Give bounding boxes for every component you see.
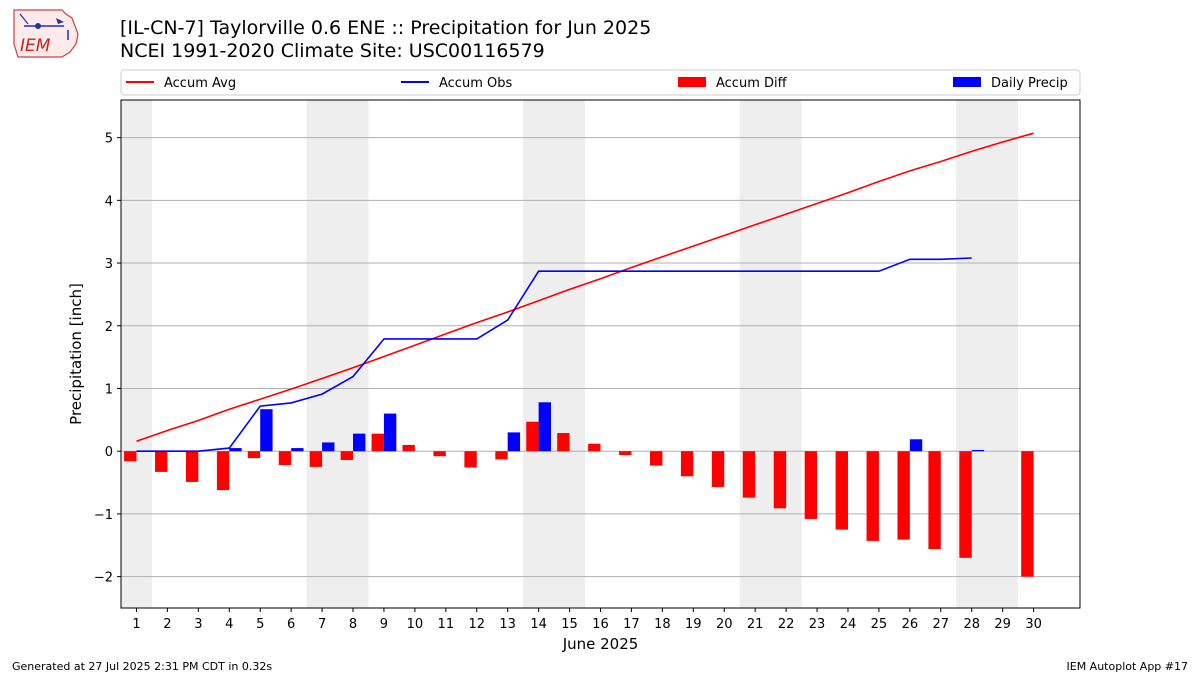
logo-text: IEM [20, 36, 51, 56]
accum-diff-bar [835, 451, 848, 530]
x-tick-label: 13 [499, 617, 516, 632]
generated-timestamp: Generated at 27 Jul 2025 2:31 PM CDT in … [12, 660, 273, 673]
y-tick-label: 4 [105, 194, 113, 209]
x-tick-label: 23 [809, 617, 826, 632]
accum-diff-bar [185, 451, 199, 482]
x-tick-label: 30 [1025, 617, 1042, 632]
x-tick-label: 12 [468, 617, 485, 632]
x-tick-label: 18 [654, 617, 671, 632]
daily-precip-bar [353, 433, 366, 452]
weekend-shade [523, 100, 586, 608]
daily-precip-bar [971, 449, 985, 452]
accum-avg-line [136, 132, 1034, 442]
accum-diff-bar [155, 451, 168, 472]
daily-precip-bar [507, 432, 521, 452]
daily-precip-bar [383, 413, 397, 452]
x-tick-label: 7 [318, 617, 326, 632]
x-tick-label: 15 [561, 617, 578, 632]
accum-diff-bar [247, 451, 261, 459]
accum-diff-bar [526, 421, 539, 452]
y-tick-label: 1 [105, 382, 113, 397]
accum-diff-bar [866, 451, 879, 541]
legend-label: Accum Diff [716, 76, 788, 91]
y-tick-label: 2 [105, 320, 113, 335]
x-tick-label: 8 [349, 617, 357, 632]
accum-diff-bar [742, 451, 756, 498]
y-tick-label: 3 [105, 257, 113, 272]
daily-precip-bar [322, 442, 335, 452]
accum-diff-bar [1021, 451, 1034, 577]
x-tick-label: 29 [994, 617, 1011, 632]
legend-label: Accum Obs [439, 76, 512, 91]
x-tick-label: 4 [225, 617, 233, 632]
accum-diff-bar [619, 451, 632, 455]
x-tick-label: 21 [747, 617, 764, 632]
accum-obs-line [136, 257, 972, 452]
x-tick-label: 22 [778, 617, 795, 632]
legend-box [120, 69, 1081, 96]
accum-diff-bar [340, 451, 354, 460]
chart-subtitle: NCEI 1991-2020 Climate Site: USC00116579 [120, 40, 545, 62]
x-tick-label: 25 [871, 617, 888, 632]
accum-diff-bar [495, 451, 508, 460]
chart-title: [IL-CN-7] Taylorville 0.6 ENE :: Precipi… [120, 17, 652, 39]
accum-diff-bar [649, 451, 663, 466]
weekend-shade [306, 100, 369, 608]
x-tick-label: 3 [194, 617, 202, 632]
accum-diff-bar [124, 451, 137, 462]
legend-label: Accum Avg [164, 76, 236, 91]
x-axis-label: June 2025 [562, 635, 639, 653]
x-tick-label: 6 [287, 617, 295, 632]
accum-diff-bar [711, 451, 725, 487]
y-axis-label: Precipitation [inch] [67, 283, 85, 425]
accum-diff-bar [371, 433, 384, 452]
weekend-shade [121, 100, 152, 608]
accum-diff-bar [928, 451, 941, 550]
accum-diff-bar [557, 433, 570, 452]
accum-diff-bar [309, 451, 323, 467]
daily-precip-bar [260, 409, 273, 452]
x-tick-label: 11 [438, 617, 455, 632]
x-tick-label: 27 [933, 617, 950, 632]
y-tick-label: 5 [105, 132, 113, 147]
x-tick-label: 16 [592, 617, 609, 632]
weekend-shade [739, 100, 802, 608]
app-credit: IEM Autoplot App #17 [1066, 660, 1189, 673]
accum-diff-bar [464, 451, 477, 468]
accum-diff-bar [959, 451, 972, 558]
x-tick-label: 1 [132, 617, 140, 632]
legend-swatch [678, 77, 706, 87]
accum-diff-bar [216, 451, 230, 491]
daily-precip-bar [909, 439, 923, 452]
x-tick-label: 28 [963, 617, 980, 632]
daily-precip-bar [229, 448, 242, 452]
accum-diff-bar [804, 451, 818, 519]
x-tick-label: 19 [685, 617, 702, 632]
daily-precip-bar [538, 402, 552, 452]
legend-swatch [953, 77, 981, 87]
x-tick-label: 20 [716, 617, 733, 632]
accum-diff-bar [402, 444, 415, 452]
accum-diff-bar [588, 443, 601, 452]
iem-logo: IEM [6, 4, 86, 64]
x-tick-label: 17 [623, 617, 640, 632]
x-tick-label: 9 [380, 617, 388, 632]
y-tick-label: −1 [94, 508, 113, 523]
y-tick-label: 0 [105, 445, 113, 460]
accum-diff-bar [433, 451, 446, 457]
x-tick-label: 24 [840, 617, 857, 632]
x-tick-label: 26 [902, 617, 919, 632]
daily-precip-bar [291, 448, 304, 452]
accum-diff-bar [278, 451, 292, 466]
accum-diff-bar [897, 451, 910, 540]
legend-label: Daily Precip [991, 76, 1068, 91]
accum-diff-bar [773, 451, 787, 509]
x-tick-label: 2 [163, 617, 171, 632]
x-tick-label: 10 [407, 617, 424, 632]
x-tick-label: 5 [256, 617, 264, 632]
x-tick-label: 14 [530, 617, 547, 632]
accum-diff-bar [680, 451, 694, 477]
y-tick-label: −2 [94, 571, 113, 586]
